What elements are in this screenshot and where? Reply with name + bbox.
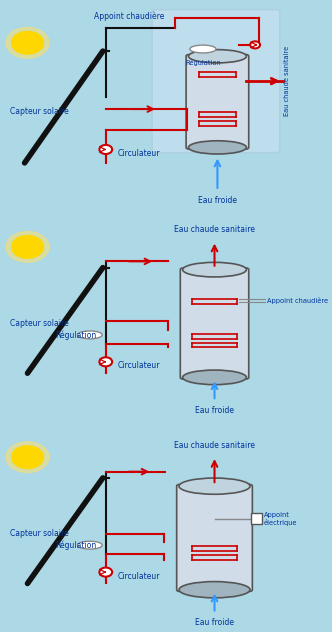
- Text: Eau froide: Eau froide: [195, 618, 234, 628]
- Text: Régulation: Régulation: [185, 59, 221, 66]
- FancyBboxPatch shape: [177, 485, 252, 592]
- Text: Capteur solaire: Capteur solaire: [10, 319, 69, 328]
- Circle shape: [6, 442, 49, 473]
- Circle shape: [6, 27, 49, 58]
- Ellipse shape: [183, 370, 246, 385]
- Circle shape: [6, 231, 49, 262]
- Circle shape: [250, 41, 260, 49]
- FancyBboxPatch shape: [201, 147, 234, 152]
- Text: Capteur solaire: Capteur solaire: [10, 529, 69, 538]
- Ellipse shape: [190, 45, 216, 53]
- Circle shape: [99, 568, 112, 576]
- Text: Appoint chaudière: Appoint chaudière: [267, 297, 328, 304]
- Text: Appoint
électrique: Appoint électrique: [264, 512, 297, 526]
- FancyBboxPatch shape: [186, 54, 249, 149]
- Circle shape: [99, 357, 112, 367]
- Text: Circulateur: Circulateur: [118, 362, 160, 370]
- FancyBboxPatch shape: [194, 589, 235, 595]
- Ellipse shape: [189, 50, 246, 63]
- Ellipse shape: [183, 262, 246, 277]
- Ellipse shape: [77, 541, 102, 549]
- Text: Eau froide: Eau froide: [198, 196, 237, 205]
- Circle shape: [99, 145, 112, 154]
- Text: Appoint chaudière: Appoint chaudière: [94, 11, 164, 21]
- Text: Régulation: Régulation: [55, 330, 96, 339]
- FancyBboxPatch shape: [196, 377, 233, 382]
- Text: Eau chaude sanitaire: Eau chaude sanitaire: [284, 46, 290, 116]
- Text: Circulateur: Circulateur: [118, 572, 160, 581]
- FancyBboxPatch shape: [180, 268, 249, 379]
- Text: Eau froide: Eau froide: [195, 406, 234, 415]
- Ellipse shape: [179, 581, 250, 598]
- Circle shape: [12, 446, 43, 468]
- Ellipse shape: [189, 141, 246, 154]
- Circle shape: [12, 32, 43, 54]
- Text: Eau chaude sanitaire: Eau chaude sanitaire: [174, 441, 255, 450]
- Text: Capteur solaire: Capteur solaire: [10, 107, 69, 116]
- Bar: [251, 513, 262, 525]
- FancyBboxPatch shape: [152, 9, 280, 152]
- Circle shape: [12, 236, 43, 258]
- Ellipse shape: [179, 478, 250, 494]
- Text: Circulateur: Circulateur: [118, 149, 160, 158]
- Text: Eau chaude sanitaire: Eau chaude sanitaire: [174, 226, 255, 234]
- Text: Régulation: Régulation: [55, 540, 96, 550]
- Ellipse shape: [77, 331, 102, 339]
